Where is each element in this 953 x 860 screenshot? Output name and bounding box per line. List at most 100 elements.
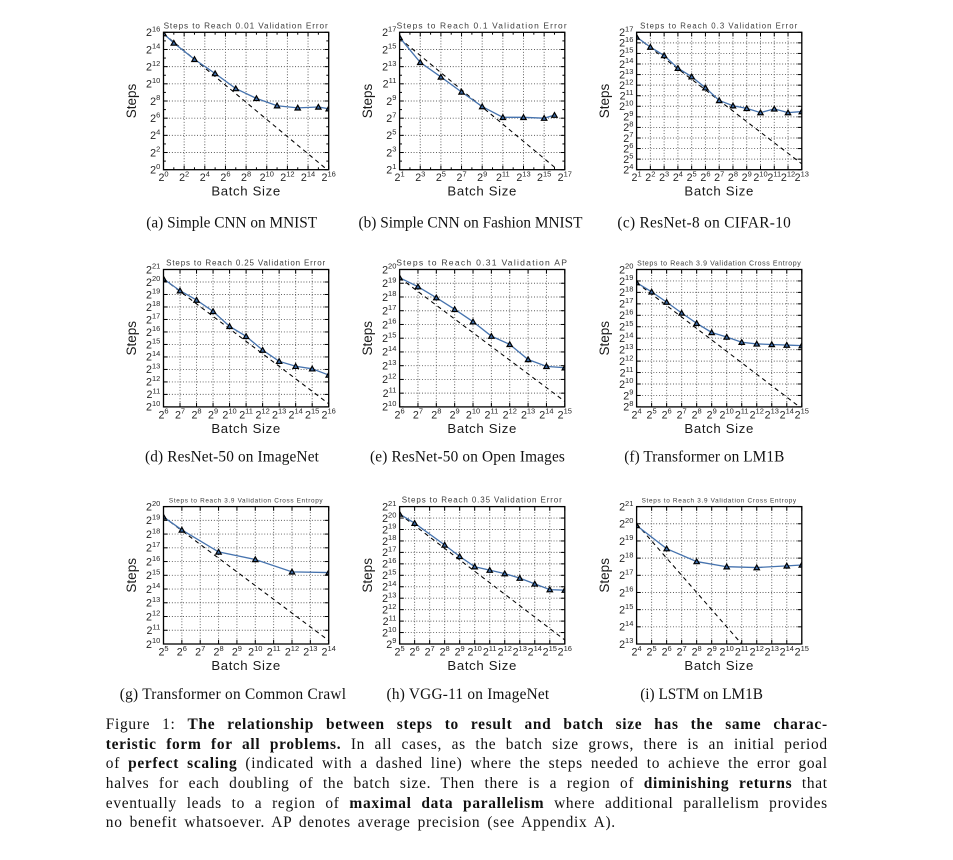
svg-text:29: 29: [707, 407, 717, 422]
svg-text:Steps: Steps: [124, 83, 139, 118]
svg-text:(g) Transformer on Common Craw: (g) Transformer on Common Crawl: [120, 686, 346, 703]
svg-text:Steps: Steps: [124, 558, 139, 593]
svg-text:Batch Size: Batch Size: [447, 421, 517, 436]
svg-text:25: 25: [687, 170, 697, 185]
svg-text:25: 25: [647, 407, 657, 422]
svg-text:Batch Size: Batch Size: [447, 184, 517, 199]
svg-text:27: 27: [456, 170, 466, 185]
svg-text:21: 21: [632, 170, 642, 185]
svg-text:26: 26: [662, 407, 672, 422]
svg-text:27: 27: [677, 644, 687, 659]
svg-text:Batch Size: Batch Size: [684, 184, 754, 199]
svg-text:27: 27: [425, 644, 435, 659]
svg-text:Batch Size: Batch Size: [211, 421, 281, 436]
svg-text:Steps to Reach 0.01 Validation: Steps to Reach 0.01 Validation Error: [164, 21, 329, 30]
svg-text:26: 26: [395, 407, 405, 422]
svg-text:Steps: Steps: [597, 321, 612, 356]
svg-text:Batch Size: Batch Size: [684, 421, 754, 436]
svg-text:28: 28: [241, 170, 251, 185]
svg-text:27: 27: [175, 407, 185, 422]
svg-text:Steps: Steps: [597, 558, 612, 593]
svg-text:27: 27: [714, 170, 724, 185]
svg-text:25: 25: [647, 644, 657, 659]
svg-text:24: 24: [632, 644, 642, 659]
svg-text:24: 24: [150, 128, 160, 143]
svg-text:Batch Size: Batch Size: [447, 658, 517, 673]
svg-text:Steps to Reach 0.31 Validation: Steps to Reach 0.31 Validation AP: [396, 258, 568, 268]
svg-text:28: 28: [692, 644, 702, 659]
svg-text:20: 20: [150, 162, 160, 177]
svg-text:26: 26: [700, 170, 710, 185]
svg-text:(i) LSTM on LM1B: (i) LSTM on LM1B: [640, 686, 763, 703]
svg-text:27: 27: [623, 130, 633, 145]
svg-text:Batch Size: Batch Size: [211, 184, 281, 199]
svg-text:28: 28: [214, 644, 224, 659]
svg-text:29: 29: [623, 388, 633, 403]
svg-text:24: 24: [673, 170, 683, 185]
svg-text:26: 26: [158, 407, 168, 422]
svg-text:25: 25: [623, 151, 633, 166]
svg-text:21: 21: [395, 170, 405, 185]
svg-text:Steps to Reach 3.9 Validation: Steps to Reach 3.9 Validation Cross Entr…: [642, 498, 797, 505]
svg-text:26: 26: [220, 170, 230, 185]
svg-text:24: 24: [200, 170, 210, 185]
svg-text:27: 27: [413, 407, 423, 422]
svg-text:25: 25: [436, 170, 446, 185]
svg-text:27: 27: [195, 644, 205, 659]
svg-text:28: 28: [623, 399, 633, 414]
svg-text:(d) ResNet-50 on ImageNet: (d) ResNet-50 on ImageNet: [145, 448, 320, 465]
svg-text:24: 24: [632, 407, 642, 422]
svg-text:Steps: Steps: [124, 321, 139, 356]
svg-text:22: 22: [150, 145, 160, 160]
svg-text:26: 26: [623, 141, 633, 156]
svg-text:24: 24: [623, 162, 633, 177]
svg-text:29: 29: [742, 170, 752, 185]
svg-text:29: 29: [386, 636, 396, 651]
svg-text:29: 29: [386, 93, 396, 108]
svg-text:25: 25: [386, 128, 396, 143]
svg-text:25: 25: [158, 644, 168, 659]
svg-text:Batch Size: Batch Size: [684, 658, 754, 673]
svg-text:Batch Size: Batch Size: [211, 658, 281, 673]
svg-text:(a) Simple CNN on MNIST: (a) Simple CNN on MNIST: [146, 215, 317, 232]
svg-text:(c) ResNet-8 on CIFAR-10: (c) ResNet-8 on CIFAR-10: [617, 215, 791, 232]
svg-text:(e) ResNet-50 on Open Images: (e) ResNet-50 on Open Images: [370, 448, 565, 465]
svg-text:Steps to Reach 0.35 Validation: Steps to Reach 0.35 Validation Error: [402, 496, 563, 505]
svg-text:Steps: Steps: [360, 321, 375, 356]
svg-text:29: 29: [623, 109, 633, 124]
svg-text:(b) Simple CNN on Fashion MNIS: (b) Simple CNN on Fashion MNIST: [359, 215, 584, 232]
svg-text:28: 28: [623, 120, 633, 135]
svg-text:Steps to Reach 0.3 Validation: Steps to Reach 0.3 Validation Error: [640, 21, 798, 30]
svg-text:29: 29: [450, 407, 460, 422]
svg-text:Steps to Reach 3.9 Validation: Steps to Reach 3.9 Validation Cross Entr…: [169, 498, 324, 505]
svg-text:27: 27: [677, 407, 687, 422]
svg-text:22: 22: [179, 170, 189, 185]
svg-text:26: 26: [662, 644, 672, 659]
svg-text:26: 26: [410, 644, 420, 659]
svg-text:Steps to Reach 0.1 Validation: Steps to Reach 0.1 Validation Error: [397, 20, 568, 30]
svg-text:29: 29: [232, 644, 242, 659]
svg-text:Steps: Steps: [360, 83, 375, 118]
svg-text:Steps: Steps: [597, 83, 612, 118]
svg-text:Steps to Reach 0.25 Validation: Steps to Reach 0.25 Validation Error: [166, 259, 326, 268]
svg-text:28: 28: [440, 644, 450, 659]
svg-text:27: 27: [386, 110, 396, 125]
svg-text:28: 28: [692, 407, 702, 422]
svg-text:26: 26: [150, 110, 160, 125]
svg-text:21: 21: [386, 162, 396, 177]
svg-text:Steps: Steps: [360, 558, 375, 593]
svg-text:29: 29: [208, 407, 218, 422]
svg-text:(h) VGG-11 on ImageNet: (h) VGG-11 on ImageNet: [387, 686, 550, 703]
svg-text:Steps to Reach 3.9 Validation: Steps to Reach 3.9 Validation Cross Entr…: [637, 261, 801, 268]
svg-text:26: 26: [177, 644, 187, 659]
svg-text:29: 29: [707, 644, 717, 659]
svg-text:28: 28: [728, 170, 738, 185]
svg-text:22: 22: [645, 170, 655, 185]
svg-text:28: 28: [431, 407, 441, 422]
svg-text:23: 23: [415, 170, 425, 185]
svg-text:25: 25: [395, 644, 405, 659]
svg-text:29: 29: [477, 170, 487, 185]
svg-text:29: 29: [455, 644, 465, 659]
svg-text:28: 28: [150, 93, 160, 108]
svg-text:23: 23: [386, 145, 396, 160]
